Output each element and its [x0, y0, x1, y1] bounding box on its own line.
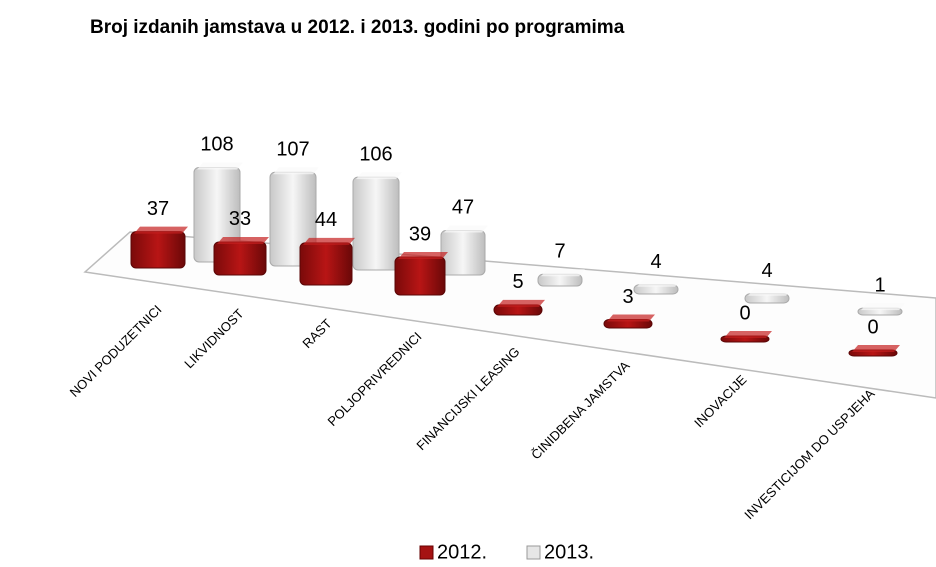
- bar-top: [497, 299, 545, 307]
- data-label: 106: [359, 143, 392, 165]
- bar-top: [444, 225, 488, 233]
- bar: [440, 229, 486, 276]
- x-tick-label: INVESTICIJOM DO USPJEHA: [741, 386, 877, 522]
- bar: [394, 256, 446, 296]
- bar-top: [398, 252, 448, 260]
- data-label: 1: [874, 274, 885, 296]
- bar-top: [724, 331, 772, 338]
- data-label: 37: [147, 198, 169, 220]
- data-label: 33: [229, 208, 251, 230]
- bar: [213, 241, 267, 276]
- bar: [130, 231, 186, 269]
- x-tick-label: INOVACIJE: [691, 372, 750, 431]
- data-label: 39: [409, 223, 431, 245]
- data-label: 0: [739, 302, 750, 324]
- bar-top: [134, 226, 188, 234]
- x-tick-label: LIKVIDNOST: [181, 306, 246, 371]
- x-tick-label: ČINIDBENA JAMSTVA: [528, 358, 633, 463]
- bar-top: [541, 269, 585, 277]
- data-label: 44: [315, 209, 337, 231]
- bar-top: [861, 303, 905, 311]
- data-label: 4: [761, 260, 772, 282]
- chart-title: Broj izdanih jamstava u 2012. i 2013. go…: [90, 17, 625, 38]
- data-label: 5: [512, 271, 523, 293]
- x-tick-label: FINANCIJSKI LEASING: [413, 344, 522, 453]
- bar-top: [303, 237, 355, 245]
- data-label: 47: [452, 197, 474, 219]
- legend-label: 2013.: [544, 541, 594, 563]
- bar: [299, 242, 353, 286]
- bar-top: [197, 162, 243, 170]
- x-tick-label: RAST: [299, 316, 334, 351]
- bar-top: [217, 236, 269, 244]
- x-tick-label: POLJOPRIVREDNICI: [325, 329, 425, 429]
- bar-top: [273, 167, 319, 175]
- bar-top: [356, 172, 402, 180]
- data-label: 4: [650, 251, 661, 273]
- legend-swatch: [419, 545, 434, 560]
- data-label: 108: [200, 134, 233, 156]
- bar: [352, 176, 400, 271]
- bar-top: [852, 345, 900, 352]
- data-label: 7: [554, 241, 565, 263]
- bar-top: [637, 279, 681, 287]
- bar-top: [607, 314, 655, 322]
- data-label: 0: [867, 316, 878, 338]
- legend-swatch: [526, 545, 541, 560]
- x-tick-label: NOVI PODUZETNICI: [67, 302, 165, 400]
- data-label: 107: [276, 139, 309, 161]
- data-label: 3: [622, 286, 633, 308]
- legend-label: 2012.: [437, 541, 487, 563]
- bar-top: [748, 288, 792, 296]
